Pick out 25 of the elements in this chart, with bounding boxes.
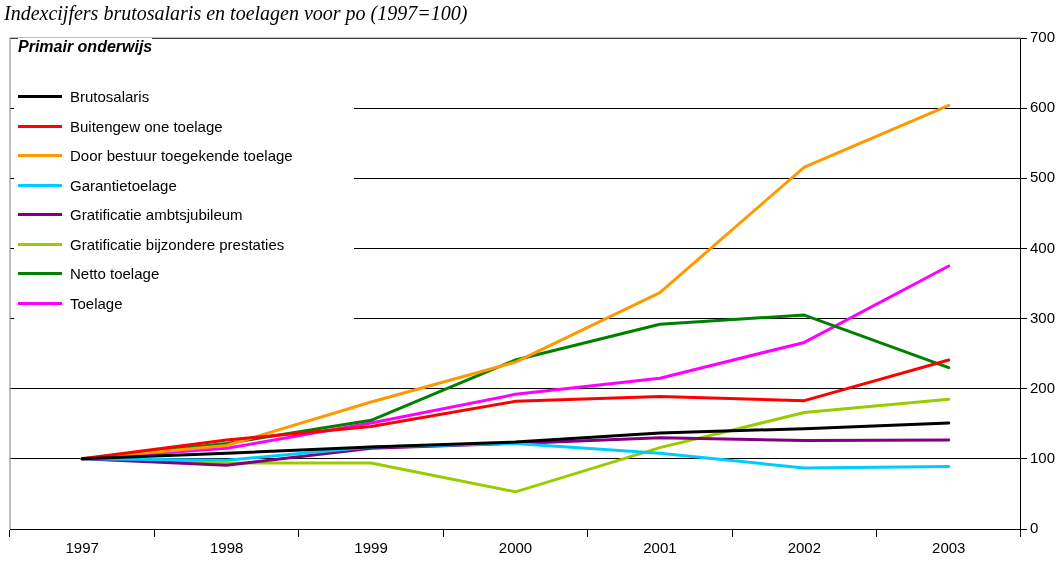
x-tick-label: 2000 [498, 539, 533, 557]
legend-label: Toelage [70, 294, 123, 312]
legend-label: Gratificatie bijzondere prestaties [70, 235, 285, 253]
x-tick-label: 2003 [932, 539, 966, 557]
y-tick-label: 600 [1029, 98, 1055, 116]
y-tick-label: 700 [1029, 28, 1055, 46]
legend-label: Buitengew one toelage [70, 117, 223, 135]
x-tick-label: 1999 [354, 539, 388, 557]
chart-title: Indexcijfers brutosalaris en toelagen voor po (1997=100) [4, 2, 468, 25]
legend-label: Netto toelage [70, 265, 160, 283]
legend-label: Door bestuur toegekende toelage [70, 147, 293, 165]
x-tick-label: 1998 [209, 539, 244, 557]
y-tick-label: 400 [1029, 238, 1055, 256]
y-tick-label: 200 [1029, 378, 1055, 396]
x-tick-label: 1997 [65, 539, 99, 557]
x-tick-label: 2001 [643, 539, 677, 557]
legend-label: Garantietoelage [70, 176, 177, 194]
legend-label: Brutosalaris [70, 88, 150, 106]
y-tick-label: 0 [1029, 519, 1039, 537]
y-tick-label: 100 [1029, 449, 1055, 466]
legend-label: Gratificatie ambtsjubileum [70, 206, 243, 224]
x-tick-label: 2002 [787, 539, 822, 557]
y-tick-label: 500 [1029, 168, 1055, 186]
chart-subtitle: Primair onderwijs [18, 38, 153, 56]
y-tick-label: 300 [1029, 308, 1055, 326]
